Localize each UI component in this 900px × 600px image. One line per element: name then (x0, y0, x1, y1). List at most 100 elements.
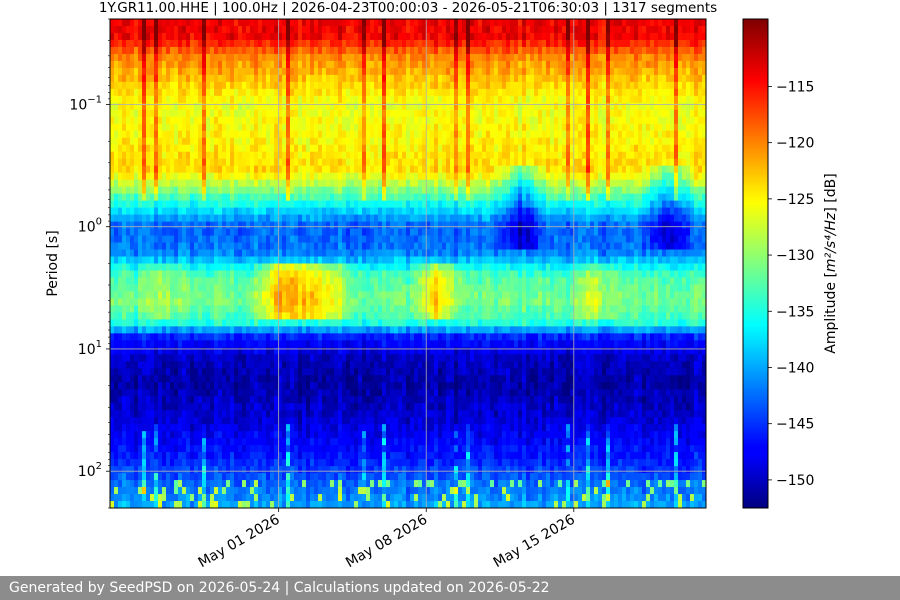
heatmap-cell (162, 424, 167, 432)
heatmap-cell (122, 410, 127, 418)
heatmap-cell (214, 424, 219, 432)
heatmap-cell (222, 235, 227, 244)
heatmap-cell (214, 361, 219, 369)
heatmap-cell (318, 375, 323, 383)
heatmap-cell (306, 158, 311, 167)
heatmap-cell (130, 116, 135, 125)
heatmap-cell (110, 431, 115, 439)
heatmap-cell (318, 32, 323, 41)
heatmap-cell (390, 200, 395, 209)
heatmap-cell (338, 284, 343, 293)
heatmap-cell (294, 109, 299, 118)
heatmap-cell (246, 19, 251, 27)
heatmap-cell (234, 340, 239, 348)
heatmap-cell (122, 501, 127, 508)
heatmap-cell (270, 39, 275, 48)
heatmap-cell (374, 60, 379, 69)
heatmap-cell (122, 361, 127, 369)
heatmap-cell (118, 193, 123, 202)
heatmap-cell (150, 186, 155, 195)
heatmap-cell (230, 53, 235, 62)
heatmap-cell (170, 53, 175, 62)
heatmap-cell (126, 60, 131, 69)
heatmap-cell (274, 494, 279, 502)
heatmap-cell (246, 172, 251, 181)
heatmap-cell (250, 249, 255, 258)
heatmap-cell (362, 270, 367, 279)
heatmap-cell (374, 249, 379, 258)
heatmap-cell (294, 186, 299, 195)
heatmap-cell (314, 389, 319, 397)
heatmap-cell (218, 452, 223, 460)
heatmap-cell (150, 95, 155, 104)
heatmap-cell (322, 403, 327, 411)
heatmap-cell (222, 144, 227, 153)
heatmap-cell (138, 242, 143, 251)
heatmap-cell (294, 116, 299, 125)
heatmap-cell (258, 375, 263, 383)
heatmap-cell (202, 228, 207, 237)
heatmap-cell (130, 452, 135, 460)
heatmap-cell (230, 452, 235, 460)
heatmap-cell (262, 277, 267, 286)
heatmap-cell (294, 46, 299, 55)
heatmap-cell (170, 305, 175, 313)
heatmap-cell (326, 424, 331, 432)
heatmap-cell (322, 382, 327, 390)
heatmap-cell (118, 172, 123, 181)
heatmap-cell (302, 480, 307, 488)
heatmap-cell (130, 46, 135, 55)
heatmap-cell (122, 102, 127, 111)
heatmap-cell (378, 116, 383, 125)
heatmap-cell (114, 284, 119, 293)
heatmap-cell (210, 347, 215, 355)
heatmap-cell (250, 123, 255, 132)
heatmap-cell (294, 88, 299, 97)
heatmap-cell (210, 403, 215, 411)
heatmap-cell (162, 25, 167, 34)
heatmap-cell (314, 46, 319, 55)
heatmap-cell (138, 88, 143, 97)
heatmap-cell (322, 81, 327, 90)
heatmap-cell (382, 487, 387, 495)
heatmap-cell (150, 249, 155, 258)
heatmap-cell (230, 417, 235, 425)
heatmap-cell (346, 459, 351, 467)
heatmap-cell (350, 396, 355, 404)
heatmap-cell (318, 431, 323, 439)
heatmap-cell (170, 396, 175, 404)
heatmap-cell (234, 200, 239, 209)
heatmap-cell (290, 249, 295, 258)
heatmap-cell (350, 452, 355, 460)
heatmap-cell (222, 403, 227, 411)
heatmap-cell (190, 326, 195, 334)
heatmap-cell (142, 319, 147, 327)
heatmap-cell (338, 403, 343, 411)
heatmap-cell (110, 487, 115, 495)
heatmap-cell (158, 53, 163, 62)
heatmap-cell (358, 263, 363, 272)
heatmap-cell (214, 130, 219, 139)
heatmap-cell (154, 333, 159, 341)
heatmap-cell (266, 67, 271, 76)
heatmap-cell (166, 67, 171, 76)
heatmap-cell (334, 95, 339, 104)
heatmap-cell (318, 305, 323, 313)
heatmap-cell (266, 354, 271, 362)
heatmap-cell (174, 326, 179, 334)
heatmap-cell (142, 326, 147, 334)
heatmap-cell (198, 375, 203, 383)
heatmap-cell (326, 263, 331, 272)
heatmap-cell (226, 494, 231, 502)
heatmap-cell (210, 256, 215, 265)
heatmap-cell (110, 305, 115, 313)
heatmap-cell (250, 235, 255, 244)
heatmap-cell (306, 137, 311, 146)
heatmap-cell (118, 291, 123, 300)
heatmap-cell (306, 228, 311, 237)
heatmap-cell (194, 487, 199, 495)
heatmap-cell (118, 137, 123, 146)
heatmap-cell (318, 340, 323, 348)
heatmap-cell (322, 123, 327, 132)
heatmap-cell (246, 67, 251, 76)
